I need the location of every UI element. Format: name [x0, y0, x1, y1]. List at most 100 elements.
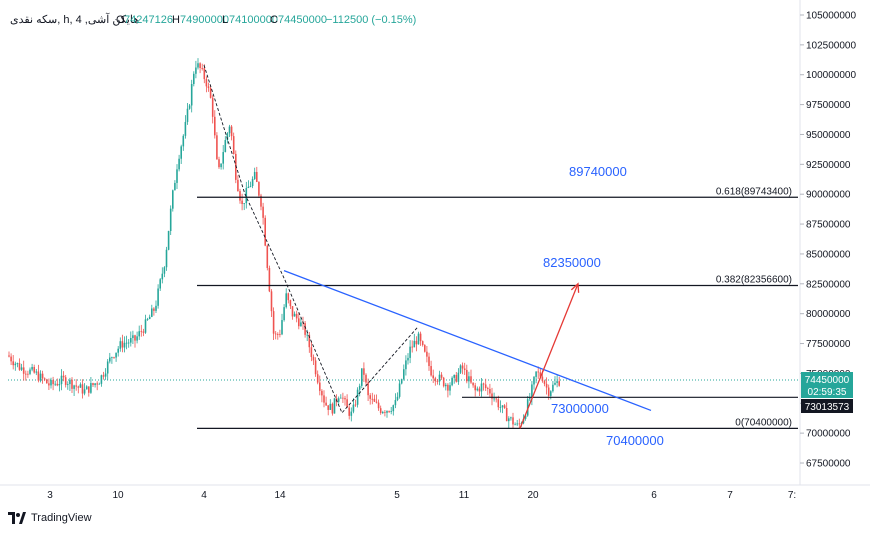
time-axis[interactable]: 3 10 4 14 5 11 20 6 7 7: [47, 490, 796, 501]
candle-body [358, 385, 361, 390]
level-price-value: 73013573 [805, 402, 850, 413]
candle-body [29, 369, 31, 374]
candle-body [151, 308, 153, 317]
candle-body [77, 386, 80, 388]
last-price-tag: 74450000 02:59:35 [801, 372, 853, 398]
legend-close: 74450000 [278, 14, 327, 26]
candle-body [75, 385, 77, 387]
candle-body [121, 341, 124, 348]
candle-body [552, 384, 554, 392]
candle-body [232, 136, 235, 154]
candle-body [222, 152, 224, 164]
time-tick-label: 14 [274, 490, 286, 501]
candle-body [62, 375, 65, 378]
price-tick-label: 97500000 [806, 100, 851, 111]
candle-body [493, 398, 495, 400]
candle-body [109, 357, 111, 362]
candle-body [543, 381, 546, 384]
candle-body [125, 342, 128, 344]
candle-body [394, 400, 397, 406]
candle-body [503, 405, 506, 409]
candle-body [216, 135, 218, 160]
candle-body [323, 395, 325, 403]
candle-body [453, 374, 455, 378]
candle-body [144, 319, 147, 333]
candle-body [468, 376, 470, 382]
candle-body [442, 377, 445, 387]
candle-body [329, 403, 332, 410]
candle-body [157, 288, 159, 306]
last-price-value: 74450000 [805, 375, 850, 386]
candle-body [497, 399, 500, 408]
candle-body [451, 377, 453, 386]
time-tick-label: 11 [459, 490, 470, 501]
candle-body [415, 340, 418, 345]
legend-high: 74900000 [180, 14, 229, 26]
candle-body [228, 126, 231, 134]
candle-body [411, 346, 413, 348]
candle-body [22, 367, 25, 374]
candle-body [172, 190, 174, 209]
candle-body [327, 405, 329, 410]
candle-body [495, 398, 497, 400]
candle-body [142, 331, 145, 333]
fib-level-label: 0.618(89743400) [716, 186, 792, 197]
candle-body [306, 334, 308, 336]
candle-body [363, 368, 365, 375]
price-tick-label: 90000000 [806, 190, 851, 201]
candle-body [39, 373, 42, 381]
candle-body [367, 382, 369, 396]
candle-body [235, 153, 237, 180]
candle-body [214, 116, 216, 136]
legend-change: −112500 (−0.15%) [326, 14, 416, 26]
candle-body [413, 340, 416, 348]
candle-body [31, 367, 33, 370]
symbol-legend[interactable]: سکه نقدی, h, هایکن آشی, 4 O 74247126 H 7… [10, 13, 416, 26]
price-annotation: 70400000 [606, 433, 664, 448]
fib-levels: 0.618(89743400) 0.382(82356600) 0(70400000… [197, 186, 798, 429]
candle-body [136, 336, 138, 341]
time-tick-label: 6 [651, 490, 657, 501]
candle-body [480, 383, 483, 392]
candle-body [470, 376, 472, 383]
candle-body [220, 163, 222, 168]
candle-body [12, 361, 14, 366]
candle-body [48, 383, 50, 386]
candle-body [199, 63, 201, 69]
candle-body [510, 417, 512, 419]
candle-body [274, 333, 277, 335]
candle-body [428, 356, 430, 367]
zigzag-pattern [203, 65, 419, 414]
target-arrow-head [570, 282, 580, 293]
candle-body [81, 384, 84, 394]
candle-body [14, 363, 17, 366]
price-tick-label: 102500000 [806, 40, 856, 51]
candle-body [71, 379, 73, 389]
candle-body [117, 348, 119, 353]
candle-body [153, 308, 155, 311]
candle-body [35, 371, 38, 373]
candle-body [94, 383, 96, 386]
candle-body [554, 382, 556, 385]
candle-body [64, 377, 67, 385]
candle-body [417, 333, 420, 345]
level-price-tag: 73013573 [801, 399, 853, 413]
tradingview-logo[interactable]: TradingView [8, 512, 92, 524]
candle-body [270, 291, 273, 312]
candle-body [283, 307, 285, 321]
candle-body [186, 108, 189, 122]
candle-body [409, 346, 411, 358]
candle-body [455, 374, 458, 382]
candle-body [478, 388, 481, 392]
price-tick-label: 82500000 [806, 279, 851, 290]
candle-body [550, 391, 552, 396]
drawings [203, 65, 652, 429]
candle-body [37, 371, 40, 381]
candle-body [138, 331, 140, 337]
candle-body [127, 342, 130, 344]
candle-body [373, 398, 376, 402]
tradingview-logo-icon [8, 512, 26, 524]
candle-body [375, 401, 378, 403]
candle-body [279, 334, 281, 335]
